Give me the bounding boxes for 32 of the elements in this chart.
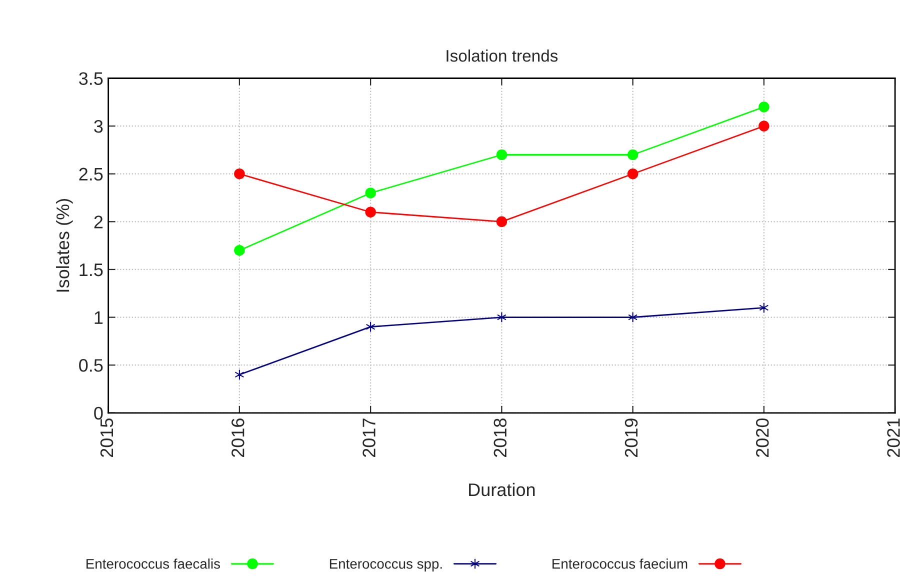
y-tick-label: 1 [94,311,103,324]
y-tick-label: 0.5 [79,359,103,372]
x-tick-label: 2019 [624,418,638,458]
legend-label: Enterococcus spp. [330,559,442,572]
point [365,206,376,218]
x-tick-label: 2020 [756,418,769,458]
x-tick-label: 2016 [232,418,244,458]
y-tick-label: 0 [94,406,103,420]
point [496,149,508,160]
x-axis-title: Duration [469,482,535,496]
y-tick-label: 3 [94,120,103,133]
point [234,168,245,180]
point [496,216,508,228]
y-tick-label: 2.5 [79,168,103,181]
chart-title: Isolation trends [446,50,558,62]
point [496,312,506,323]
legend-label: Enterococcus faecium [552,558,688,569]
x-tick-label: 2017 [362,418,376,458]
y-tick-label: 3.5 [79,72,103,85]
x-tick-label: 2015 [100,418,114,458]
point [627,149,638,160]
point [758,102,770,112]
x-tick-label: 2018 [494,418,507,458]
point [758,120,770,132]
y-tick-label: 1.5 [80,264,103,276]
legend-label: Enterococcus faecalis [86,558,220,569]
point [234,244,245,256]
x-tick-label: 2021 [887,418,900,458]
point [365,188,376,198]
point [627,168,638,180]
y-tick-label: 2 [94,216,103,228]
y-axis-title: Isolates (%) [56,199,73,292]
